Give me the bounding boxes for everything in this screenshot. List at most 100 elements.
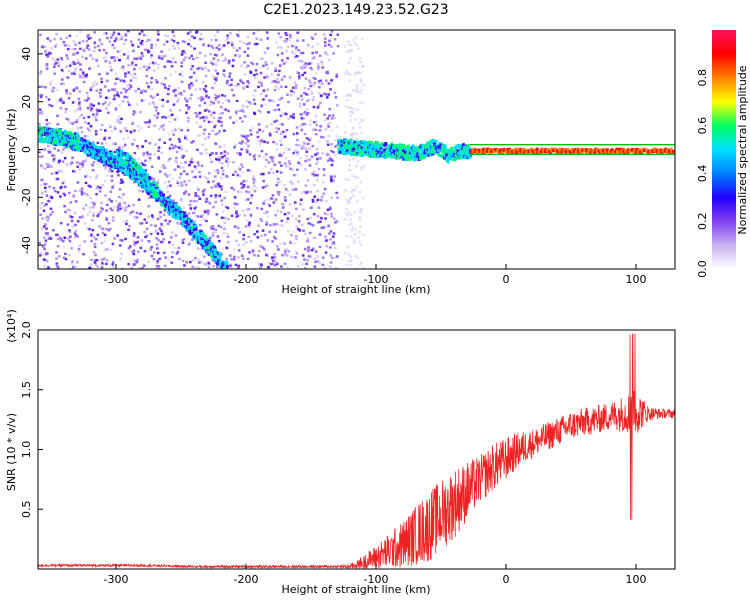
spectrogram-ridge-pixel <box>387 150 391 154</box>
spectrogram-pixel <box>281 206 285 209</box>
spectrogram-pixel <box>245 208 249 211</box>
spectrogram-pixel <box>118 188 122 191</box>
spectrogram-pixel <box>259 172 263 176</box>
spectrogram-pixel <box>107 96 111 100</box>
spectrogram-pixel <box>208 202 212 205</box>
spectrogram-pixel <box>61 78 64 81</box>
spectrogram-pixel <box>349 133 352 137</box>
spectrogram-pixel <box>278 161 281 164</box>
spectrogram-pixel <box>292 151 295 155</box>
spectrogram-ridge-pixel <box>111 156 115 160</box>
spectrogram-pixel <box>83 135 87 138</box>
spectrogram-pixel <box>136 236 140 239</box>
spectrogram-ridge-pixel <box>340 143 344 147</box>
spectrogram-pixel <box>330 179 333 183</box>
spectrogram-ridge-pixel <box>124 152 128 156</box>
spectrogram-pixel <box>333 139 337 142</box>
spectrogram-pixel <box>98 38 101 41</box>
spectrogram-pixel <box>166 60 170 63</box>
spectrogram-ridge-pixel <box>70 142 74 146</box>
spectrogram-pixel <box>55 32 58 36</box>
spectrogram-pixel <box>324 199 328 203</box>
spectrogram-pixel <box>240 182 243 185</box>
spectrogram-ridge-pixel <box>443 150 447 154</box>
spectrogram-ridge-pixel <box>225 260 229 264</box>
spectrogram-pixel <box>177 246 180 250</box>
spectrogram-pixel <box>300 94 303 98</box>
spectrogram-pixel <box>45 64 48 67</box>
spectrogram-ridge-pixel <box>580 151 584 155</box>
spectrogram-pixel <box>306 111 310 115</box>
spectrogram-pixel <box>318 54 322 57</box>
spectrogram-pixel <box>185 111 188 114</box>
spectrogram-pixel <box>360 166 363 169</box>
spectrogram-pixel <box>321 152 325 155</box>
spectrogram-pixel <box>209 114 213 117</box>
spectrogram-pixel <box>108 198 111 201</box>
spectrogram-pixel <box>96 265 100 268</box>
spectrogram-pixel <box>284 157 288 160</box>
spectrogram-pixel <box>162 128 165 131</box>
spectrogram-ridge-pixel <box>443 144 447 148</box>
spectrogram-pixel <box>131 251 135 254</box>
spectrogram-pixel <box>306 159 309 162</box>
spectrogram-pixel <box>361 83 365 87</box>
spectrogram-ridge-pixel <box>421 143 425 147</box>
spectrogram-pixel <box>267 161 271 164</box>
spectrogram-pixel <box>335 220 339 223</box>
spectrogram-pixel <box>121 100 125 103</box>
spectrogram-pixel <box>193 165 197 168</box>
spectrogram-pixel <box>59 222 63 225</box>
spectrogram-pixel <box>152 63 155 66</box>
spectrogram-pixel <box>129 79 133 82</box>
spectrogram-ridge-pixel <box>367 143 371 147</box>
spectrogram-pixel <box>241 186 245 189</box>
spectrogram-pixel <box>203 211 207 214</box>
spectrogram-ridge-pixel <box>152 182 156 186</box>
spectrogram-pixel <box>308 248 311 251</box>
spectrogram-pixel <box>265 221 269 224</box>
spectrogram-pixel <box>217 48 221 51</box>
spectrogram-pixel <box>220 176 223 179</box>
spectrogram-pixel <box>331 159 334 163</box>
spectrogram-pixel <box>88 206 92 209</box>
spectrogram-pixel <box>41 217 44 220</box>
spectrogram-pixel <box>324 93 328 96</box>
spectrogram-pixel <box>97 44 100 48</box>
spectrogram-pixel <box>268 230 271 234</box>
spectrogram-ridge-pixel <box>38 139 42 143</box>
spectrogram-ridge-pixel <box>168 198 172 202</box>
spectrogram-pixel <box>207 110 211 113</box>
spectrogram-pixel <box>283 242 286 245</box>
spectrogram-pixel <box>148 38 151 42</box>
spectrogram-pixel <box>328 265 332 269</box>
spectrogram-ridge-pixel <box>455 155 459 159</box>
spectrogram-pixel <box>95 174 99 177</box>
spectrogram-pixel <box>105 227 108 231</box>
spectrogram-pixel <box>230 41 234 44</box>
spectrogram-pixel <box>178 166 182 169</box>
spectrogram-pixel <box>212 264 215 268</box>
spectrogram-pixel <box>78 104 81 108</box>
spectrogram-pixel <box>92 211 95 215</box>
spectrogram-pixel <box>170 143 174 147</box>
spectrogram-pixel <box>48 121 51 125</box>
spectrogram-pixel <box>157 63 160 67</box>
spectrogram-ridge-pixel <box>94 145 98 149</box>
spectrogram-pixel <box>76 119 79 122</box>
spectrogram-pixel <box>60 58 64 61</box>
spectrogram-pixel <box>140 52 144 55</box>
spectrogram-pixel <box>254 69 258 72</box>
spectrogram-pixel <box>355 84 359 87</box>
spectrogram-pixel <box>314 120 318 124</box>
spectrogram-pixel <box>148 196 151 199</box>
spectrogram-pixel <box>100 241 104 245</box>
spectrogram-pixel <box>277 32 281 35</box>
spectrogram-ridge-pixel <box>409 153 413 157</box>
spectrogram-pixel <box>237 264 241 268</box>
spectrogram-pixel <box>303 66 306 69</box>
spectrogram-ridge-pixel <box>101 160 105 164</box>
spectrogram-pixel <box>302 141 306 145</box>
spectrogram-pixel <box>145 34 148 38</box>
spectrogram-ridge-pixel <box>474 148 478 152</box>
